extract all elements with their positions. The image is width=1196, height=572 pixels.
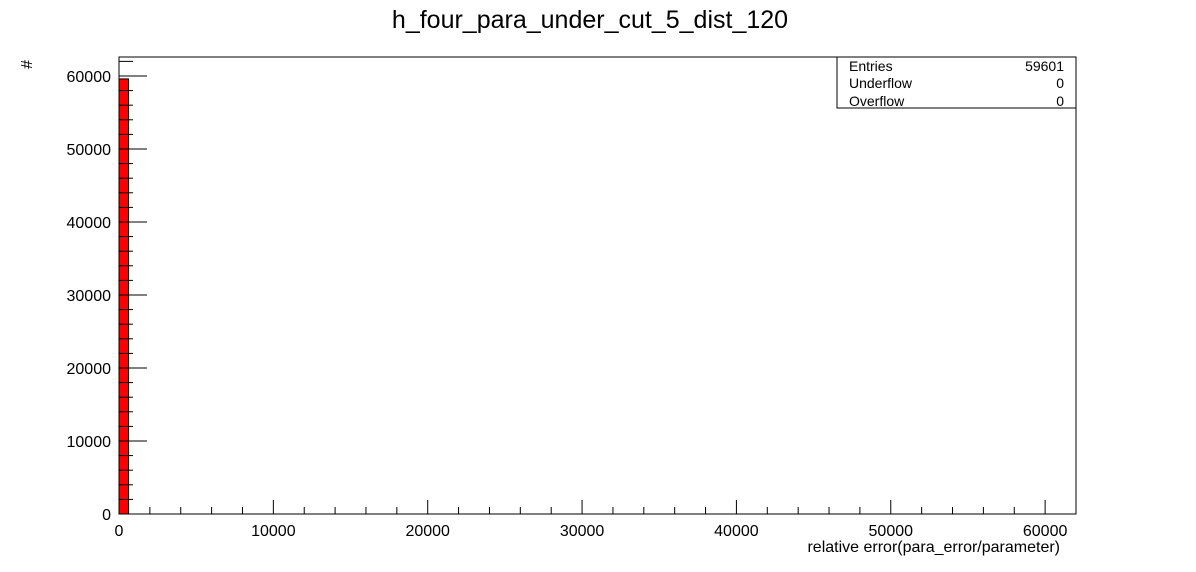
y-tick-label-2: 20000 <box>67 361 112 378</box>
x-tick-label-3: 30000 <box>560 523 605 540</box>
plot-frame <box>118 56 1077 515</box>
x-tick-label-5: 50000 <box>869 523 914 540</box>
stats-overflow-value: 0 <box>1056 93 1064 109</box>
stats-overflow-label: Overflow <box>849 93 905 109</box>
histogram-bins <box>118 78 130 515</box>
x-tick-label-0: 0 <box>115 523 124 540</box>
x-tick-label-1: 10000 <box>251 523 296 540</box>
stats-underflow-label: Underflow <box>849 75 913 91</box>
y-tick-label-3: 30000 <box>67 288 112 305</box>
x-tick-label-2: 20000 <box>405 523 450 540</box>
x-tick-label-6: 60000 <box>1023 523 1068 540</box>
y-tick-label-6: 60000 <box>67 69 112 86</box>
y-axis-title: # <box>19 60 36 69</box>
y-tick-label-0: 0 <box>102 507 111 524</box>
stats-box-frame <box>836 56 1077 109</box>
stats-entries-label: Entries <box>849 58 893 74</box>
y-tick-label-5: 50000 <box>67 142 112 159</box>
x-tick-label-4: 40000 <box>714 523 759 540</box>
stats-underflow-value: 0 <box>1056 75 1064 91</box>
chart-title: h_four_para_under_cut_5_dist_120 <box>392 6 788 34</box>
histogram-bin-0 <box>118 78 130 515</box>
x-axis-title: relative error(para_error/parameter) <box>807 539 1060 556</box>
stats-box: Entries 59601 Underflow 0 Overflow 0 <box>836 56 1077 109</box>
y-tick-label-4: 40000 <box>67 215 112 232</box>
axis-ticks <box>118 60 1077 515</box>
y-tick-label-1: 10000 <box>67 434 112 451</box>
axis-tick-labels: 0 10000 20000 30000 40000 50000 60000 0 10000 200… <box>67 69 1068 540</box>
stats-entries-value: 59601 <box>1025 58 1064 74</box>
